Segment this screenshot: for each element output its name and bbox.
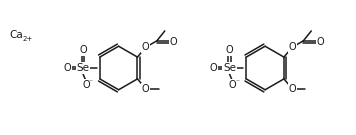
Text: ⁻: ⁻ (235, 77, 239, 86)
Text: O: O (229, 80, 236, 90)
Text: O: O (142, 84, 150, 94)
Text: O: O (316, 37, 324, 47)
Text: O: O (170, 37, 178, 47)
Text: 2+: 2+ (23, 36, 33, 42)
Text: Ca: Ca (10, 30, 23, 40)
Text: O: O (210, 63, 218, 73)
Text: O: O (63, 63, 71, 73)
Text: O: O (79, 45, 87, 55)
Text: O: O (142, 42, 150, 52)
Text: ⁻: ⁻ (89, 77, 93, 86)
Text: O: O (288, 84, 296, 94)
Text: O: O (226, 45, 233, 55)
Text: Se: Se (77, 63, 89, 73)
Text: O: O (82, 80, 90, 90)
Text: Se: Se (223, 63, 236, 73)
Text: O: O (288, 42, 296, 52)
